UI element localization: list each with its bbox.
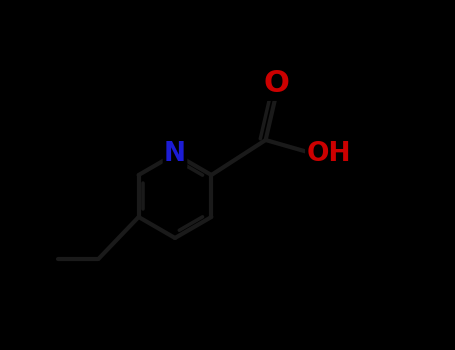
Text: O: O xyxy=(263,70,289,98)
Text: N: N xyxy=(164,141,186,167)
Text: OH: OH xyxy=(306,141,351,167)
